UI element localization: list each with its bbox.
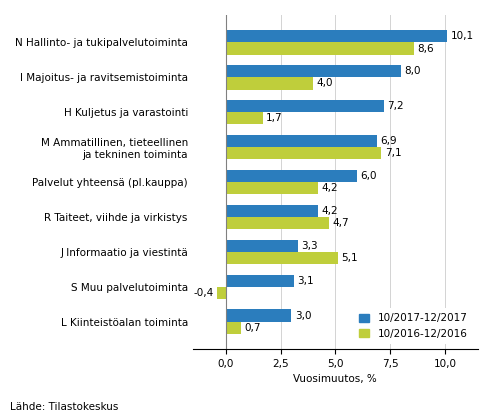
Text: 4,2: 4,2 bbox=[321, 183, 338, 193]
Text: 8,6: 8,6 bbox=[418, 44, 434, 54]
Bar bbox=[226, 240, 298, 252]
Legend: 10/2017-12/2017, 10/2016-12/2016: 10/2017-12/2017, 10/2016-12/2016 bbox=[354, 308, 473, 344]
Text: 4,0: 4,0 bbox=[317, 79, 333, 89]
Bar bbox=[226, 42, 414, 54]
Text: 5,1: 5,1 bbox=[341, 253, 357, 263]
Bar bbox=[226, 30, 447, 42]
Text: 3,1: 3,1 bbox=[297, 276, 314, 286]
Text: -0,4: -0,4 bbox=[193, 288, 213, 298]
Text: 8,0: 8,0 bbox=[404, 66, 421, 76]
Bar bbox=[226, 77, 314, 89]
X-axis label: Vuosimuutos, %: Vuosimuutos, % bbox=[293, 374, 377, 384]
Text: 10,1: 10,1 bbox=[451, 31, 474, 41]
Text: 6,9: 6,9 bbox=[381, 136, 397, 146]
Text: 1,7: 1,7 bbox=[266, 113, 283, 123]
Bar bbox=[226, 310, 291, 322]
Bar bbox=[226, 275, 294, 287]
Text: Lähde: Tilastokeskus: Lähde: Tilastokeskus bbox=[10, 402, 118, 412]
Text: 6,0: 6,0 bbox=[360, 171, 377, 181]
Text: 0,7: 0,7 bbox=[245, 323, 261, 333]
Bar bbox=[226, 322, 241, 334]
Bar bbox=[226, 147, 382, 159]
Bar bbox=[226, 65, 401, 77]
Text: 7,1: 7,1 bbox=[385, 148, 401, 158]
Text: 4,2: 4,2 bbox=[321, 206, 338, 216]
Text: 3,0: 3,0 bbox=[295, 311, 311, 321]
Bar bbox=[226, 135, 377, 147]
Text: 7,2: 7,2 bbox=[387, 101, 404, 111]
Text: 3,3: 3,3 bbox=[301, 241, 318, 251]
Bar bbox=[226, 100, 384, 112]
Text: 4,7: 4,7 bbox=[332, 218, 349, 228]
Bar bbox=[217, 287, 226, 299]
Bar bbox=[226, 182, 318, 194]
Bar bbox=[226, 170, 357, 182]
Bar bbox=[226, 205, 318, 217]
Bar bbox=[226, 112, 263, 124]
Bar bbox=[226, 252, 338, 264]
Bar bbox=[226, 217, 329, 229]
